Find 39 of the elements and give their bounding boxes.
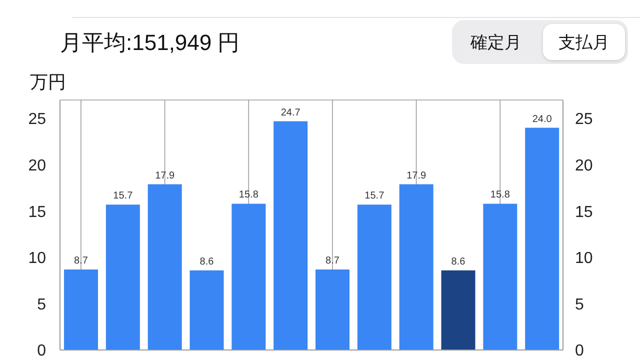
data-label: 15.7 — [364, 190, 385, 202]
y-tick-label: 15 — [28, 204, 46, 221]
y-tick-label: 10 — [28, 250, 46, 268]
y2-tick-label: 0 — [575, 342, 584, 360]
data-label: 8.7 — [326, 255, 340, 266]
data-label: 17.9 — [155, 170, 175, 182]
y2-tick-label: 25 — [575, 111, 593, 128]
bar — [357, 204, 392, 350]
y-tick-label: 5 — [37, 296, 46, 314]
data-label: 17.9 — [406, 170, 426, 182]
y2-tick-label: 10 — [575, 250, 593, 268]
y2-tick-label: 15 — [575, 204, 593, 221]
y2-tick-label: 20 — [575, 157, 593, 174]
y-tick-label: 20 — [28, 157, 46, 174]
bar — [399, 184, 434, 350]
data-label: 24.0 — [532, 114, 552, 125]
data-label: 15.8 — [238, 190, 259, 201]
data-label: 8.6 — [451, 256, 466, 268]
data-label: 24.7 — [280, 107, 301, 118]
y-tick-label: 0 — [37, 342, 46, 360]
bar — [106, 204, 140, 350]
bar — [525, 128, 560, 350]
bar — [64, 269, 98, 350]
bar — [190, 270, 224, 350]
data-label: 15.7 — [113, 190, 134, 202]
bar — [316, 269, 350, 350]
bar — [483, 204, 518, 350]
bar — [148, 184, 182, 350]
bar — [232, 204, 266, 350]
y2-tick-label: 5 — [575, 296, 584, 314]
chart-title: 月平均:151,949 円 — [60, 29, 240, 57]
data-label: 15.8 — [490, 190, 510, 201]
y-tick-label: 25 — [28, 111, 46, 128]
bar — [274, 121, 308, 350]
data-label: 8.6 — [200, 256, 214, 268]
segmented-control: 確定月 支払月 — [452, 20, 628, 64]
y-axis-title: 万円 — [30, 71, 66, 94]
bar — [441, 270, 476, 350]
data-label: 8.7 — [74, 255, 88, 266]
